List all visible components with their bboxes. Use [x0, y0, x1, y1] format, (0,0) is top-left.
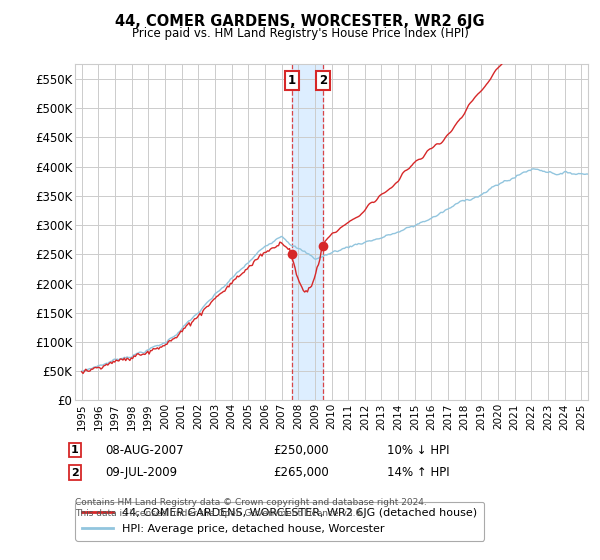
Text: £250,000: £250,000: [273, 444, 329, 457]
Legend: 44, COMER GARDENS, WORCESTER, WR2 6JG (detached house), HPI: Average price, deta: 44, COMER GARDENS, WORCESTER, WR2 6JG (d…: [76, 502, 484, 540]
Text: Price paid vs. HM Land Registry's House Price Index (HPI): Price paid vs. HM Land Registry's House …: [131, 27, 469, 40]
Text: 2: 2: [71, 468, 79, 478]
Text: 08-AUG-2007: 08-AUG-2007: [105, 444, 184, 457]
Bar: [292, 64, 323, 400]
Text: Contains HM Land Registry data © Crown copyright and database right 2024.
This d: Contains HM Land Registry data © Crown c…: [75, 498, 427, 518]
Text: 44, COMER GARDENS, WORCESTER, WR2 6JG: 44, COMER GARDENS, WORCESTER, WR2 6JG: [115, 14, 485, 29]
Text: 2: 2: [319, 74, 327, 87]
Text: 1: 1: [287, 74, 296, 87]
Text: £265,000: £265,000: [273, 466, 329, 479]
Text: 10% ↓ HPI: 10% ↓ HPI: [387, 444, 449, 457]
Text: 14% ↑ HPI: 14% ↑ HPI: [387, 466, 449, 479]
Text: 09-JUL-2009: 09-JUL-2009: [105, 466, 177, 479]
Text: 1: 1: [71, 445, 79, 455]
